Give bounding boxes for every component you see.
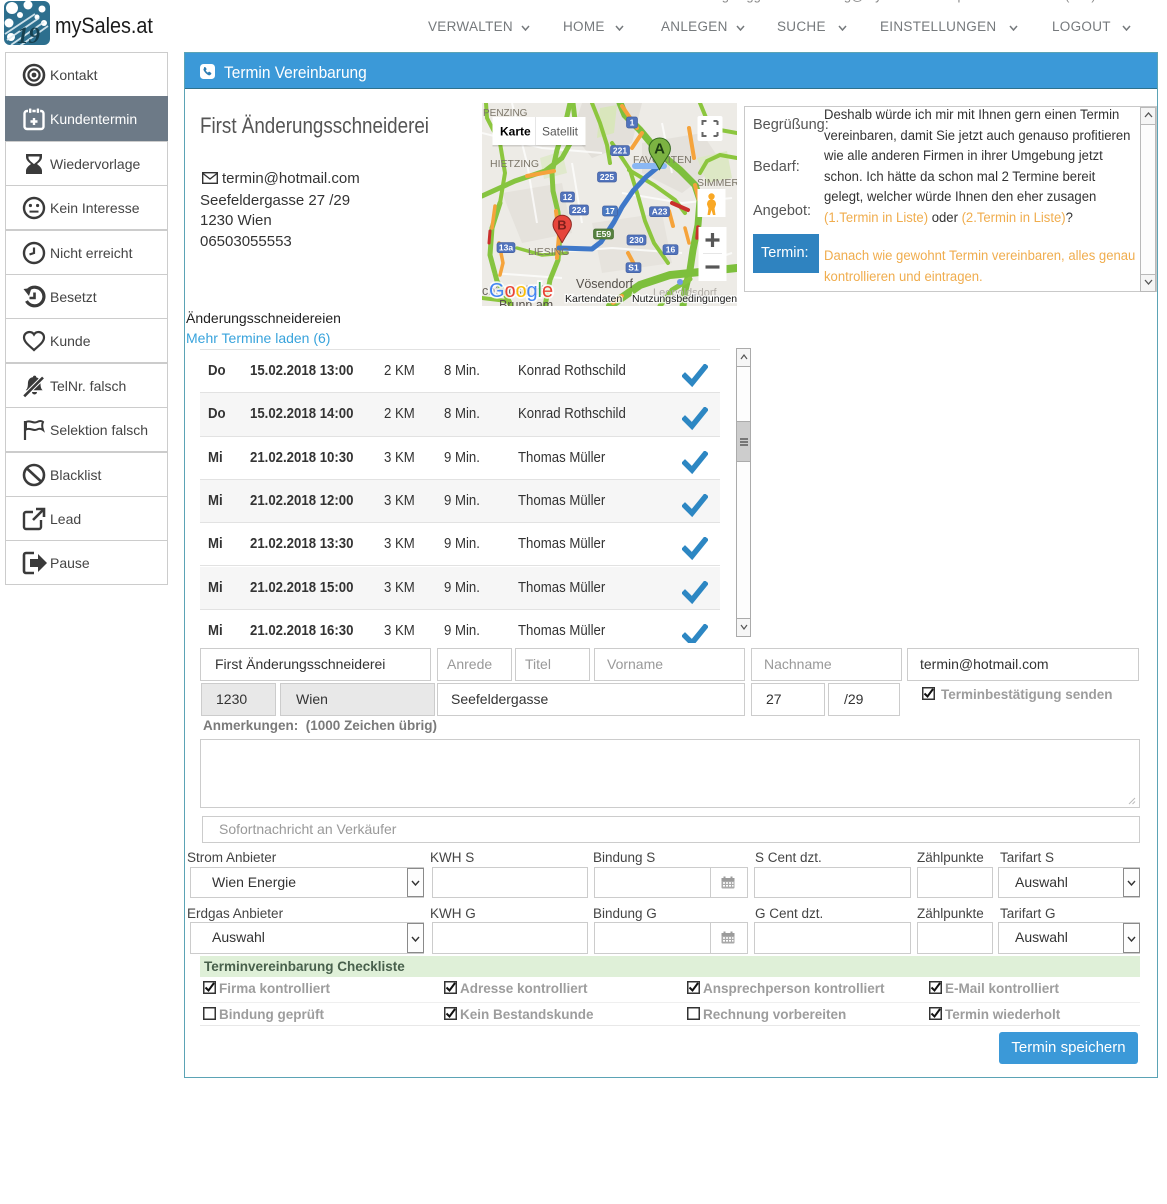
- svg-text:o: o: [516, 280, 527, 302]
- svg-text:225: 225: [600, 172, 614, 182]
- svg-text:o: o: [505, 280, 516, 302]
- svg-text:Satellit: Satellit: [542, 125, 579, 139]
- svg-text:Nutzungsbedingungen: Nutzungsbedingungen: [632, 293, 737, 305]
- svg-text:SIMMERI: SIMMERI: [697, 177, 737, 189]
- svg-text:G: G: [489, 280, 505, 302]
- svg-text:g: g: [527, 280, 538, 302]
- svg-text:Brunn am: Brunn am: [499, 298, 553, 306]
- svg-text:S1: S1: [628, 263, 639, 273]
- svg-text:1: 1: [630, 118, 635, 128]
- svg-text:230: 230: [629, 235, 643, 245]
- svg-text:g: g: [527, 280, 538, 302]
- svg-text:221: 221: [613, 146, 627, 156]
- svg-text:13a: 13a: [499, 243, 513, 253]
- svg-text:Nutzungsbedingungen: Nutzungsbedingungen: [632, 293, 737, 305]
- svg-text:LIESING: LIESING: [528, 246, 569, 258]
- svg-text:19: 19: [17, 23, 41, 45]
- svg-text:A23: A23: [652, 207, 668, 217]
- svg-text:224: 224: [572, 205, 586, 215]
- svg-text:E59: E59: [596, 229, 611, 239]
- svg-text:o: o: [505, 280, 516, 302]
- svg-text:Karte: Karte: [500, 125, 531, 139]
- svg-text:Leopoldsdorf: Leopoldsdorf: [653, 287, 718, 299]
- svg-text:B: B: [557, 218, 566, 233]
- svg-text:G: G: [489, 280, 505, 302]
- svg-text:16: 16: [666, 245, 676, 255]
- svg-text:12: 12: [563, 192, 573, 202]
- svg-text:chtoldsdorf: chtoldsdorf: [482, 284, 544, 298]
- svg-text:Kartendaten: Kartendaten: [565, 293, 622, 305]
- svg-text:Vösendorf: Vösendorf: [576, 277, 634, 291]
- svg-text:PENZING: PENZING: [483, 108, 528, 119]
- svg-text:l: l: [538, 280, 542, 302]
- svg-text:17: 17: [605, 206, 615, 216]
- svg-text:o: o: [516, 280, 527, 302]
- svg-text:e: e: [542, 280, 553, 302]
- svg-text:Kartendaten: Kartendaten: [565, 293, 622, 305]
- svg-text:e: e: [542, 280, 553, 302]
- svg-text:l: l: [538, 280, 542, 302]
- svg-text:A: A: [654, 141, 665, 158]
- svg-text:HIETZING: HIETZING: [490, 158, 539, 170]
